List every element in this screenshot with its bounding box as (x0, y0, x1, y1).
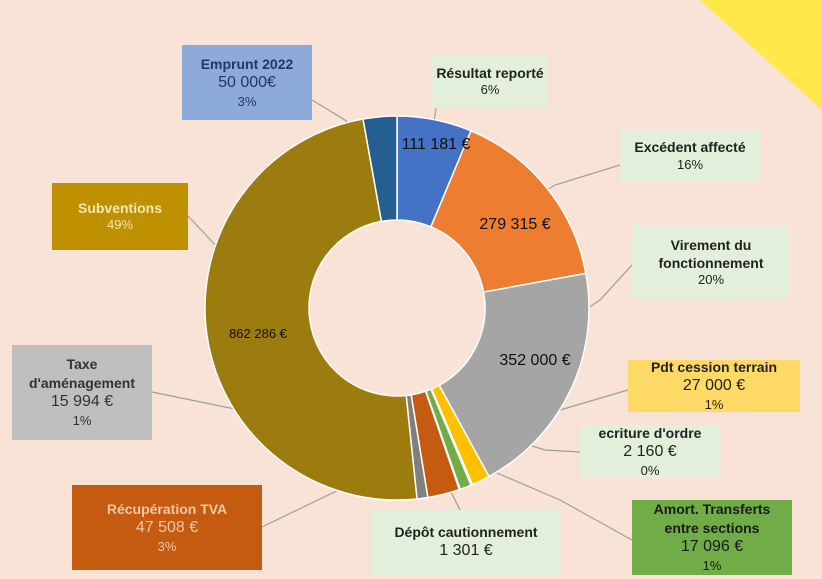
category-label: Résultat reporté (436, 64, 544, 81)
slice (362, 115, 398, 223)
share-label: 49% (106, 217, 134, 233)
value-label: 17 096 € (680, 537, 744, 555)
category-label: Pdt cession terrain (650, 359, 778, 376)
value-label: 279 315 € (479, 216, 551, 233)
slice (429, 129, 587, 294)
category-label: Amort. Transferts entre sections (653, 501, 771, 536)
value-label: 2 160 € (623, 442, 677, 460)
value-label: 111 181 € (401, 136, 471, 153)
callout: ecriture d'ordre 2 160 € 0% (580, 425, 720, 478)
category-label: Virement du fonctionnement (658, 236, 764, 272)
category-label: ecriture d'ordre (598, 424, 702, 441)
slice (438, 272, 590, 478)
share-label: 0% (640, 462, 660, 478)
share-label: 20% (697, 272, 725, 288)
category-label: Dépôt cautionnement (394, 524, 538, 540)
callout: Récupération TVA 47 508 € 3% (72, 485, 262, 570)
category-label: Taxe d'aménagement (28, 356, 136, 391)
share-label: 3% (237, 93, 257, 109)
category-label: Emprunt 2022 (200, 55, 294, 72)
callout: Résultat reporté 6% (432, 55, 548, 108)
callout: Amort. Transferts entre sections 17 096 €… (632, 500, 792, 575)
value-label: 15 994 € (50, 392, 114, 410)
value-label: 47 508 € (135, 518, 199, 536)
share-label: 3% (157, 538, 177, 554)
share-label: 6% (480, 82, 500, 98)
callout: Emprunt 2022 50 000€ 3% (182, 45, 312, 120)
share-label: 1% (702, 557, 722, 573)
share-label: 16% (676, 156, 704, 172)
value-label: 27 000 € (682, 377, 746, 395)
value-label: 352 000 € (499, 352, 571, 369)
share-label: 1% (704, 397, 724, 413)
share-label: 1% (72, 412, 92, 428)
category-label: Récupération TVA (106, 500, 228, 517)
callout: Subventions 49% (52, 183, 188, 250)
callout: Excédent affecté 16% (620, 130, 760, 182)
value-label: 862 286 € (229, 326, 287, 341)
decoration (700, 0, 822, 110)
callout: Dépôt cautionnement 1 301 € (372, 510, 560, 575)
callout: Taxe d'aménagement 15 994 € 1% (12, 345, 152, 440)
slice (204, 118, 418, 501)
value-label: 50 000€ (218, 73, 276, 91)
callout: Virement du fonctionnement 20% (632, 225, 790, 300)
category-label: Excédent affecté (634, 139, 746, 156)
value-label: 1 301 € (439, 542, 493, 560)
callout: Pdt cession terrain 27 000 € 1% (628, 359, 800, 413)
category-label: Subventions (77, 199, 162, 216)
